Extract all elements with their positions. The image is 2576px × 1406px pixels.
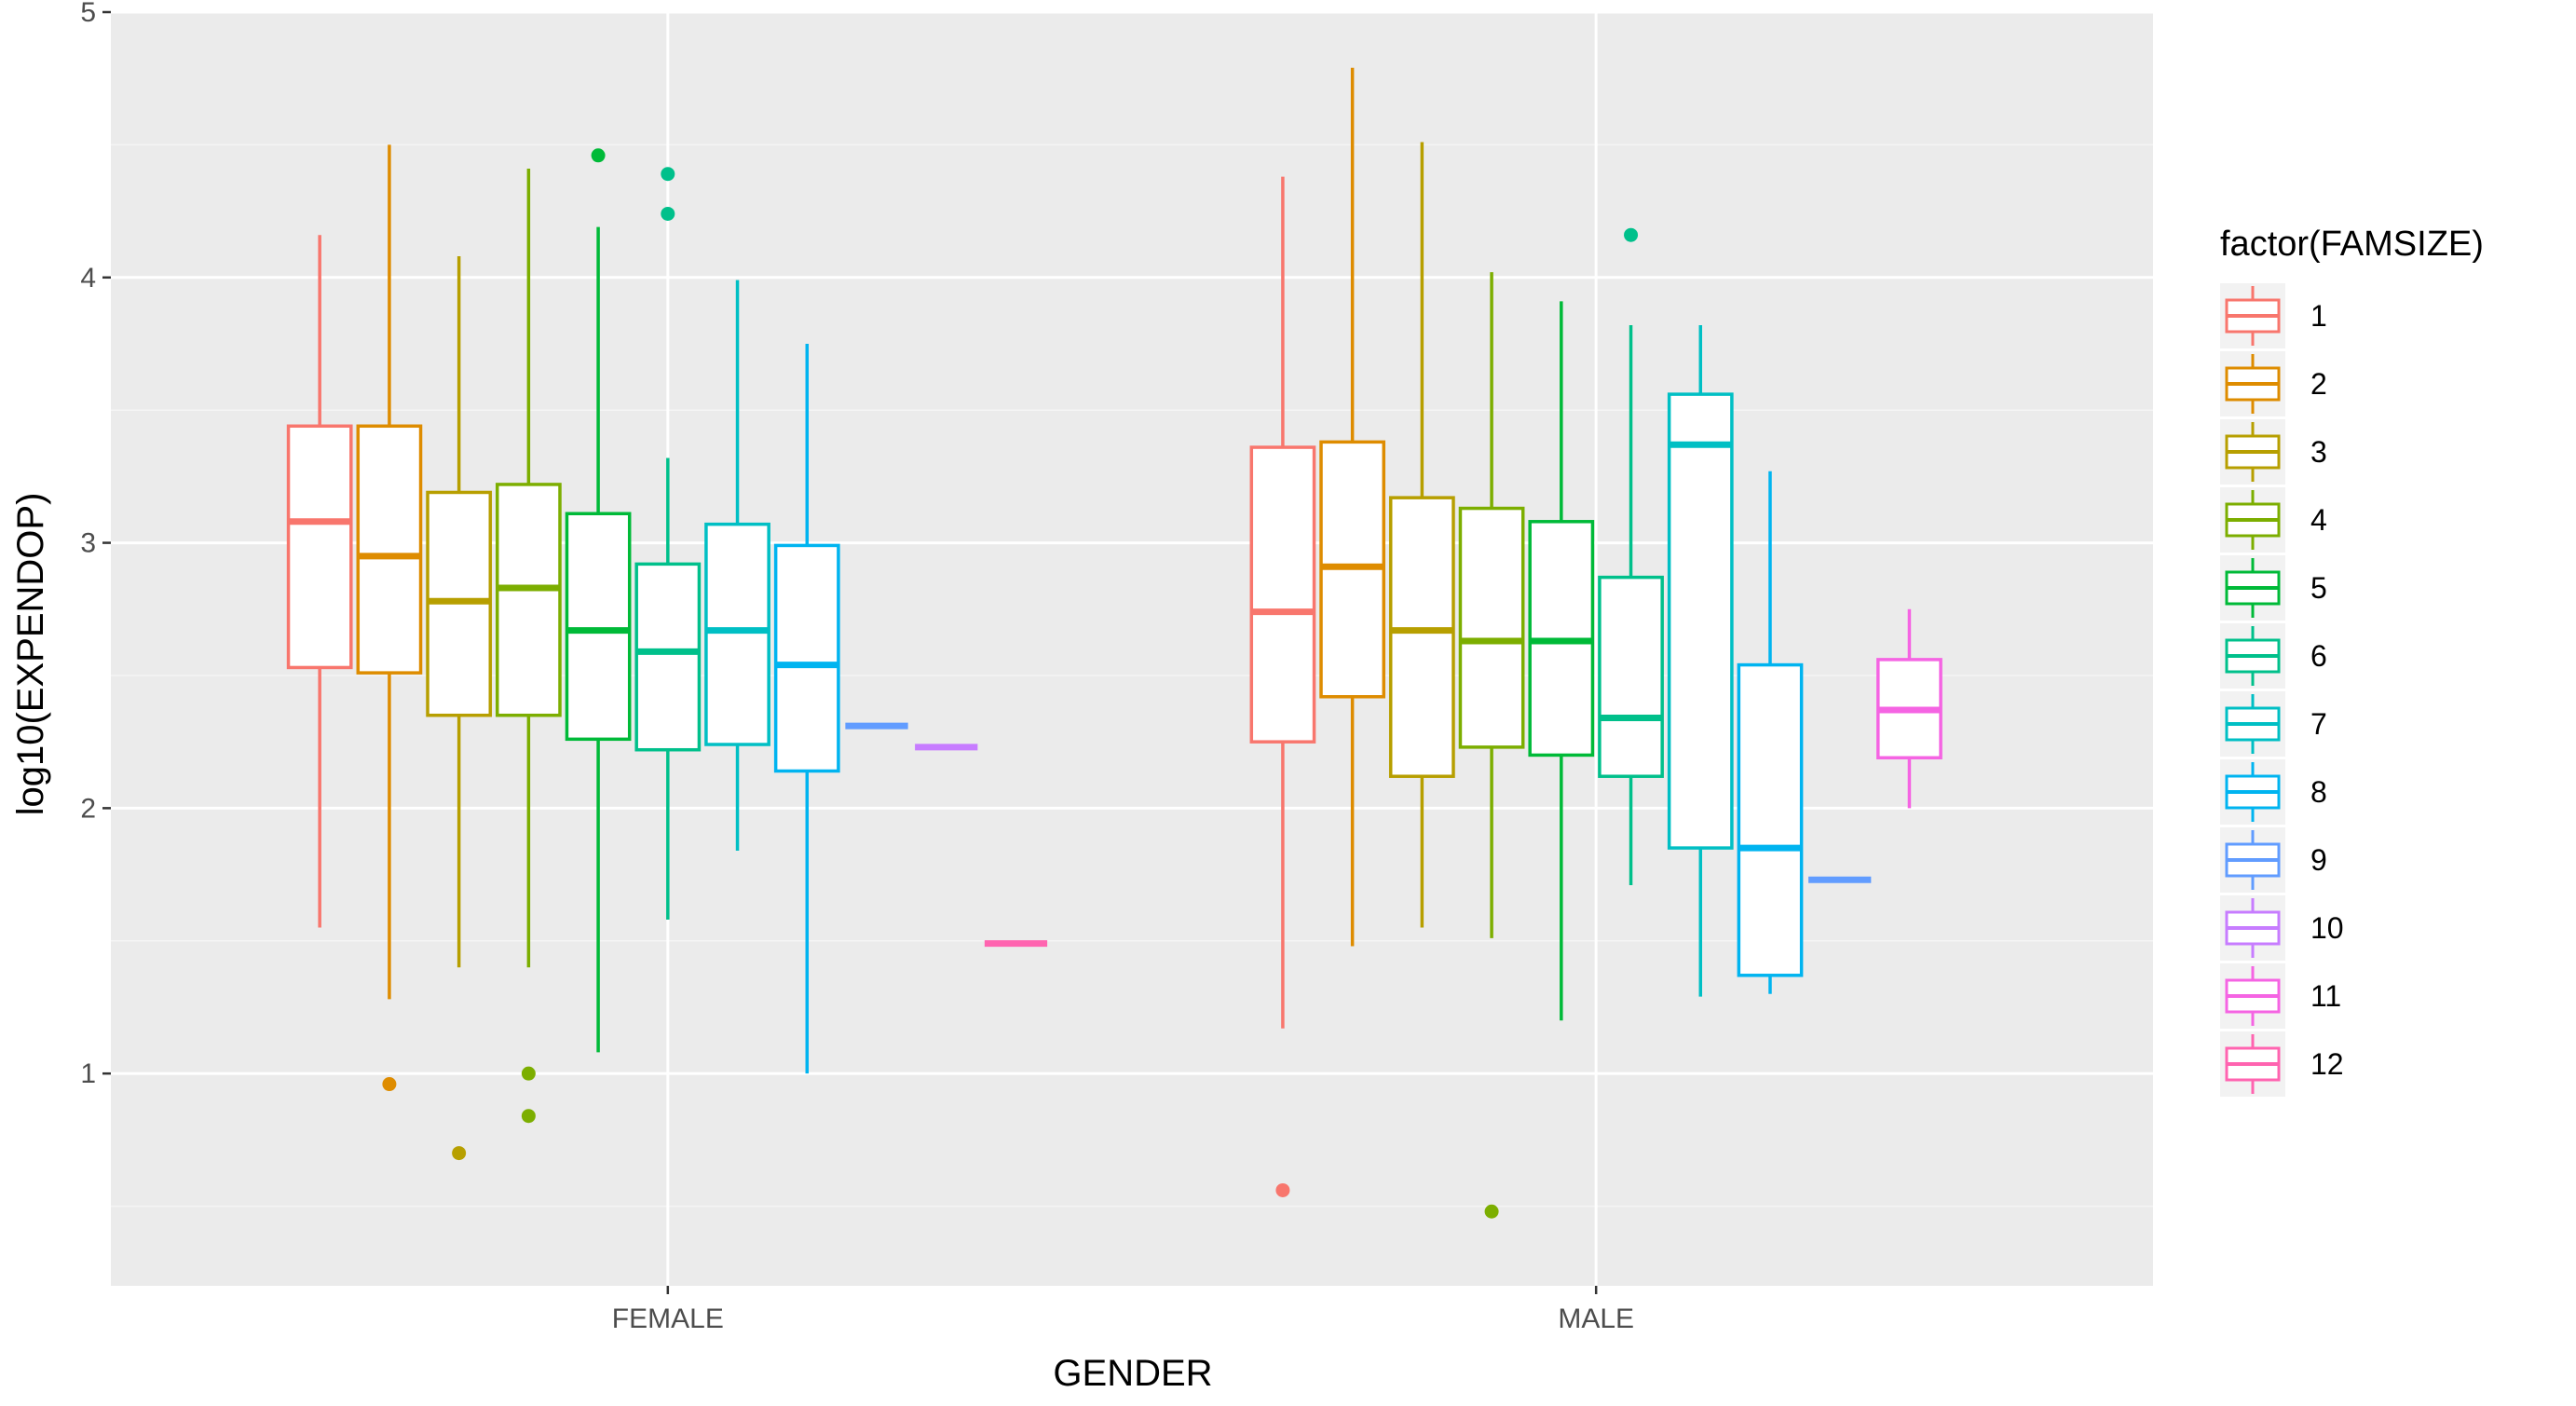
outlier-point — [521, 1066, 536, 1081]
legend-item-1: 1 — [2220, 283, 2327, 348]
legend-item-9: 9 — [2220, 827, 2327, 893]
legend-title: factor(FAMSIZE) — [2220, 225, 2484, 264]
box-body — [1388, 496, 1455, 778]
box-body — [495, 483, 562, 717]
legend-label: 6 — [2310, 639, 2327, 673]
legend-item-2: 2 — [2220, 351, 2327, 416]
outlier-point — [1275, 1182, 1290, 1197]
x-tick-label: FEMALE — [612, 1304, 724, 1334]
legend-item-7: 7 — [2220, 691, 2327, 757]
box-body — [1458, 506, 1525, 749]
outlier-point — [1484, 1204, 1499, 1219]
box-body — [1598, 575, 1664, 778]
x-axis-title: GENDER — [1053, 1353, 1212, 1394]
legend-label: 2 — [2310, 367, 2327, 401]
legend-label: 5 — [2310, 571, 2327, 605]
box-famsize-7-male — [1667, 325, 1734, 997]
box-body — [286, 424, 353, 670]
box-famsize-6-female — [634, 167, 702, 920]
outlier-point — [661, 167, 675, 182]
legend-item-6: 6 — [2220, 623, 2327, 689]
legend-label: 4 — [2310, 503, 2327, 537]
axes: 1 2 3 4 5 FEMALE MALE — [80, 0, 1634, 1334]
box-famsize-5-female — [565, 148, 632, 1053]
legend-label: 1 — [2310, 299, 2327, 333]
box-body — [1249, 445, 1316, 744]
legend-label: 7 — [2310, 707, 2327, 741]
box-famsize-6-male — [1598, 227, 1664, 885]
box-famsize-2-female — [356, 144, 423, 1092]
box-body — [1737, 662, 1804, 977]
box-famsize-4-male — [1458, 272, 1525, 1219]
boxplot-marks — [286, 67, 1942, 1219]
y-tick-label: 3 — [80, 528, 96, 559]
box-famsize-3-female — [426, 256, 493, 1161]
y-tick-label: 4 — [80, 263, 96, 293]
legend-item-12: 12 — [2220, 1031, 2344, 1097]
legend-item-8: 8 — [2220, 759, 2327, 825]
box-body — [704, 522, 770, 746]
y-tick-label: 2 — [80, 793, 96, 824]
outlier-point — [382, 1077, 397, 1092]
box-famsize-2-male — [1319, 67, 1386, 947]
legend-label: 8 — [2310, 775, 2327, 809]
legend-label: 12 — [2310, 1047, 2344, 1081]
legend-label: 11 — [2310, 979, 2341, 1013]
legend-item-5: 5 — [2220, 555, 2327, 621]
outlier-point — [521, 1109, 536, 1124]
box-famsize-1-female — [286, 235, 353, 928]
box-body — [634, 562, 702, 752]
outlier-point — [1624, 227, 1639, 242]
outlier-point — [452, 1146, 467, 1161]
legend-item-10: 10 — [2220, 895, 2344, 961]
box-body — [1667, 392, 1734, 850]
box-famsize-5-male — [1528, 301, 1595, 1021]
y-tick-label: 1 — [80, 1058, 96, 1089]
legend-label: 3 — [2310, 435, 2327, 469]
y-tick-label: 5 — [80, 0, 96, 28]
box-famsize-3-male — [1388, 142, 1455, 928]
box-famsize-4-female — [495, 169, 562, 1124]
box-famsize-11-male — [1876, 608, 1942, 809]
box-body — [565, 512, 632, 742]
box-famsize-1-male — [1249, 176, 1316, 1197]
legend-label: 10 — [2310, 911, 2344, 945]
outlier-point — [591, 148, 606, 163]
box-body — [356, 424, 423, 675]
outlier-point — [661, 206, 675, 221]
box-famsize-7-female — [704, 280, 770, 851]
legend-label: 9 — [2310, 843, 2327, 877]
box-famsize-8-female — [773, 343, 840, 1074]
legend-item-4: 4 — [2220, 487, 2327, 553]
legend-item-11: 11 — [2220, 963, 2341, 1029]
box-body — [773, 543, 840, 773]
box-famsize-8-male — [1737, 471, 1804, 994]
y-axis-title: log10(EXPENDOP) — [10, 493, 51, 816]
legend-item-3: 3 — [2220, 419, 2327, 485]
x-tick-label: MALE — [1558, 1304, 1634, 1334]
